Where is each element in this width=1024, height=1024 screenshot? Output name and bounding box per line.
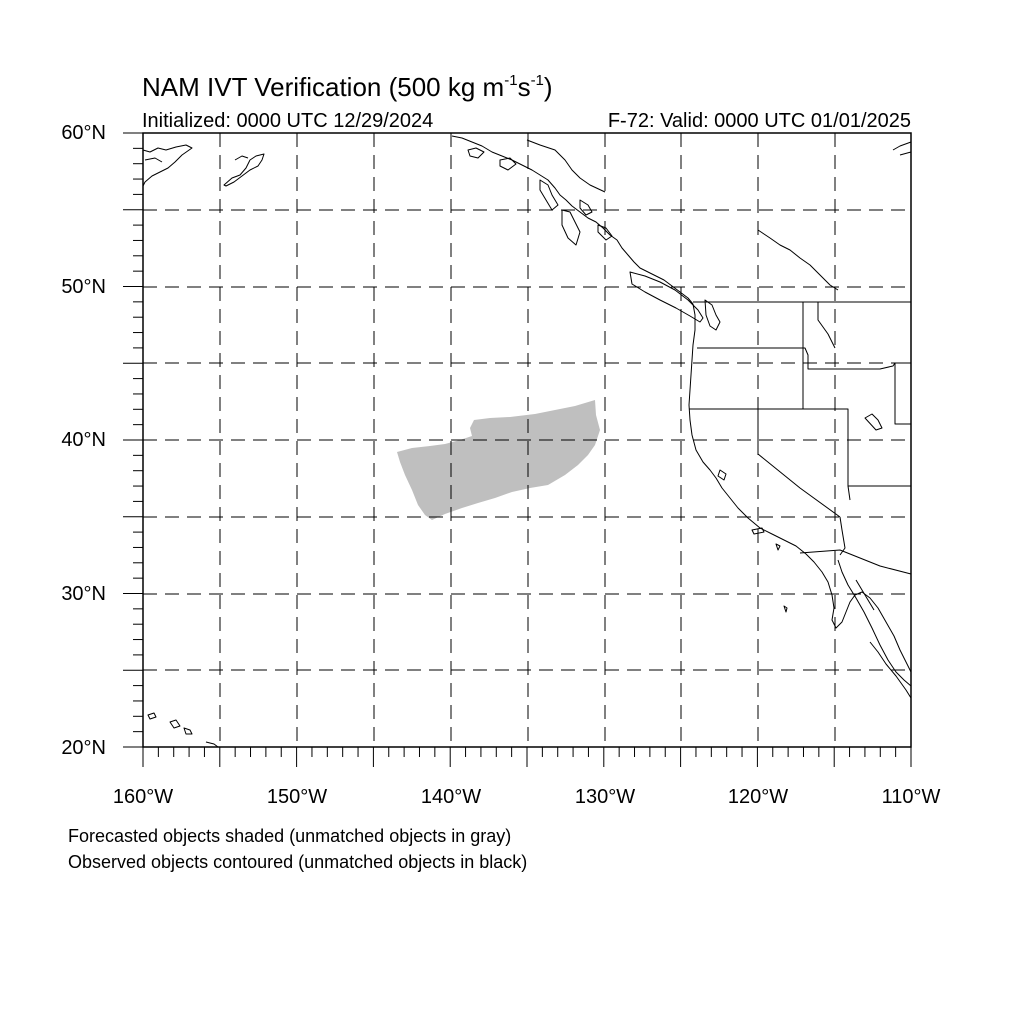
- legend-observed-note: Observed objects contoured (unmatched ob…: [68, 852, 528, 872]
- initialized-time: Initialized: 0000 UTC 12/29/2024: [142, 110, 434, 132]
- lat-label-50: 50°N: [61, 276, 106, 298]
- lat-label-40: 40°N: [61, 429, 106, 451]
- lon-label-120w: 120°W: [727, 786, 789, 808]
- lon-label-150w: 150°W: [266, 786, 328, 808]
- lat-lon-grid: [143, 133, 911, 747]
- lat-label-30: 30°N: [61, 583, 106, 605]
- legend-forecast-note: Forecasted objects shaded (unmatched obj…: [68, 826, 512, 846]
- lon-label-110w: 110°W: [881, 786, 941, 808]
- valid-time: F-72: Valid: 0000 UTC 01/01/2025: [607, 110, 911, 132]
- lat-label-20: 20°N: [61, 737, 106, 759]
- lon-label-160w: 160°W: [112, 786, 174, 808]
- lat-label-60: 60°N: [61, 122, 106, 144]
- lon-label-130w: 130°W: [574, 786, 636, 808]
- lon-label-140w: 140°W: [420, 786, 482, 808]
- coastlines: [142, 135, 912, 748]
- forecast-object-unmatched: [397, 400, 600, 520]
- axis-ticks: [123, 132, 912, 767]
- map-title: NAM IVT Verification (500 kg m-1s-1): [142, 72, 553, 102]
